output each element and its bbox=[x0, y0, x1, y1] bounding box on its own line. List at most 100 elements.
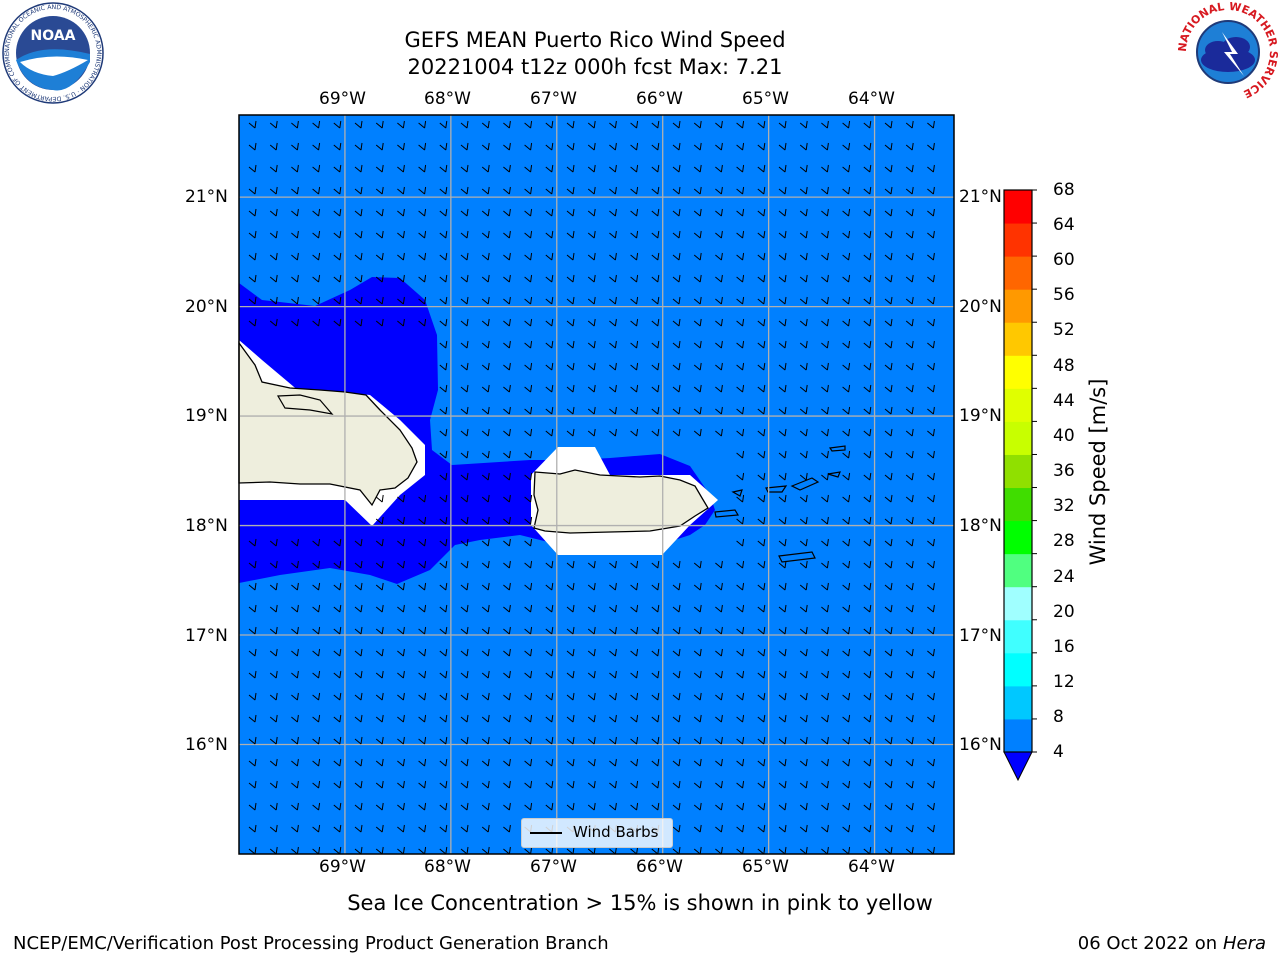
wind-barb bbox=[397, 604, 405, 613]
lon-label-bottom-65w: 65°W bbox=[742, 857, 789, 877]
wind-barb bbox=[587, 340, 596, 349]
wind-barb bbox=[333, 164, 342, 173]
wind-barb bbox=[778, 516, 787, 525]
wind-barb bbox=[312, 142, 321, 151]
wind-barb bbox=[693, 362, 702, 371]
wind-barb bbox=[884, 758, 893, 767]
wind-barb bbox=[524, 164, 533, 173]
wind-barb bbox=[587, 758, 596, 767]
wind-barb bbox=[439, 186, 448, 195]
wind-barb bbox=[524, 208, 533, 217]
wind-barb bbox=[863, 340, 872, 349]
wind-barb bbox=[693, 582, 702, 591]
wind-barb bbox=[439, 428, 448, 437]
lat-label-left-21n: 21°N bbox=[185, 187, 228, 207]
wind-barb bbox=[927, 670, 935, 679]
wind-barb bbox=[905, 560, 914, 569]
wind-barb bbox=[715, 340, 723, 349]
wind-barb bbox=[651, 648, 660, 657]
wind-barb bbox=[291, 758, 299, 767]
wind-barb bbox=[778, 164, 787, 173]
wind-barb bbox=[736, 736, 745, 745]
wind-barb bbox=[736, 582, 745, 591]
wind-barb bbox=[460, 296, 469, 305]
wind-barb bbox=[884, 428, 893, 437]
wind-barb bbox=[545, 626, 554, 635]
wind-barb bbox=[545, 340, 554, 349]
wind-barb bbox=[778, 648, 787, 657]
wind-barb bbox=[609, 846, 617, 855]
wind-barb bbox=[269, 230, 278, 239]
wind-barb bbox=[821, 538, 829, 547]
wind-barb bbox=[375, 274, 384, 283]
wind-barb bbox=[291, 208, 299, 217]
wind-barb bbox=[630, 384, 639, 393]
wind-barb bbox=[269, 120, 278, 129]
wind-barb bbox=[736, 274, 745, 283]
lat-label-left-20n: 20°N bbox=[185, 297, 228, 317]
wind-barb bbox=[821, 758, 829, 767]
wind-barb bbox=[778, 604, 787, 613]
wind-barb bbox=[439, 604, 448, 613]
wind-barb bbox=[715, 824, 723, 833]
wind-barb bbox=[757, 164, 766, 173]
wind-barb bbox=[609, 692, 617, 701]
wind-barb bbox=[587, 142, 596, 151]
wind-barb bbox=[375, 120, 384, 129]
wind-barb bbox=[354, 648, 363, 657]
wind-barb bbox=[609, 758, 617, 767]
wind-barb bbox=[905, 846, 914, 855]
wind-barb bbox=[333, 230, 342, 239]
wind-barb bbox=[927, 120, 935, 129]
wind-barb bbox=[439, 692, 448, 701]
wind-barb bbox=[312, 296, 321, 305]
wind-barb bbox=[905, 296, 914, 305]
wind-barb bbox=[778, 142, 787, 151]
wind-barb bbox=[863, 516, 872, 525]
wind-barb bbox=[672, 692, 681, 701]
wind-barb bbox=[927, 318, 935, 327]
wind-barb bbox=[481, 648, 490, 657]
wind-barb bbox=[397, 230, 405, 239]
wind-barb bbox=[503, 450, 511, 459]
wind-barb bbox=[757, 692, 766, 701]
wind-barb bbox=[587, 736, 596, 745]
wind-barb bbox=[291, 230, 299, 239]
wind-barb bbox=[630, 406, 639, 415]
wind-barb bbox=[439, 450, 448, 459]
wind-barb bbox=[651, 274, 660, 283]
wind-barb bbox=[524, 450, 533, 459]
wind-barb bbox=[799, 362, 808, 371]
wind-barb bbox=[397, 802, 405, 811]
wind-barb bbox=[905, 252, 914, 261]
wind-barb bbox=[248, 604, 257, 613]
wind-barb bbox=[799, 824, 808, 833]
wind-barb bbox=[799, 516, 808, 525]
wind-barb bbox=[503, 340, 511, 349]
wind-barb bbox=[587, 802, 596, 811]
wind-barb bbox=[799, 582, 808, 591]
wind-barbs-legend-line bbox=[530, 832, 562, 834]
wind-barb bbox=[842, 186, 851, 195]
wind-barb bbox=[693, 340, 702, 349]
wind-barb bbox=[503, 538, 511, 547]
colorbar-tick: 12 bbox=[1053, 672, 1075, 692]
wind-barb bbox=[884, 318, 893, 327]
wind-barb bbox=[524, 648, 533, 657]
wind-barb bbox=[736, 384, 745, 393]
wind-barb bbox=[333, 692, 342, 701]
wind-barb bbox=[418, 318, 427, 327]
wind-barb bbox=[757, 736, 766, 745]
wind-barb bbox=[248, 758, 257, 767]
wind-barb bbox=[291, 626, 299, 635]
wind-barb bbox=[439, 340, 448, 349]
wind-barb bbox=[799, 604, 808, 613]
wind-barb bbox=[863, 274, 872, 283]
colorbar-tick: 20 bbox=[1053, 602, 1075, 622]
wind-barb bbox=[884, 604, 893, 613]
wind-barb bbox=[397, 626, 405, 635]
wind-barb bbox=[503, 120, 511, 129]
wind-barb bbox=[524, 714, 533, 723]
wind-barb bbox=[672, 230, 681, 239]
wind-barb bbox=[672, 736, 681, 745]
